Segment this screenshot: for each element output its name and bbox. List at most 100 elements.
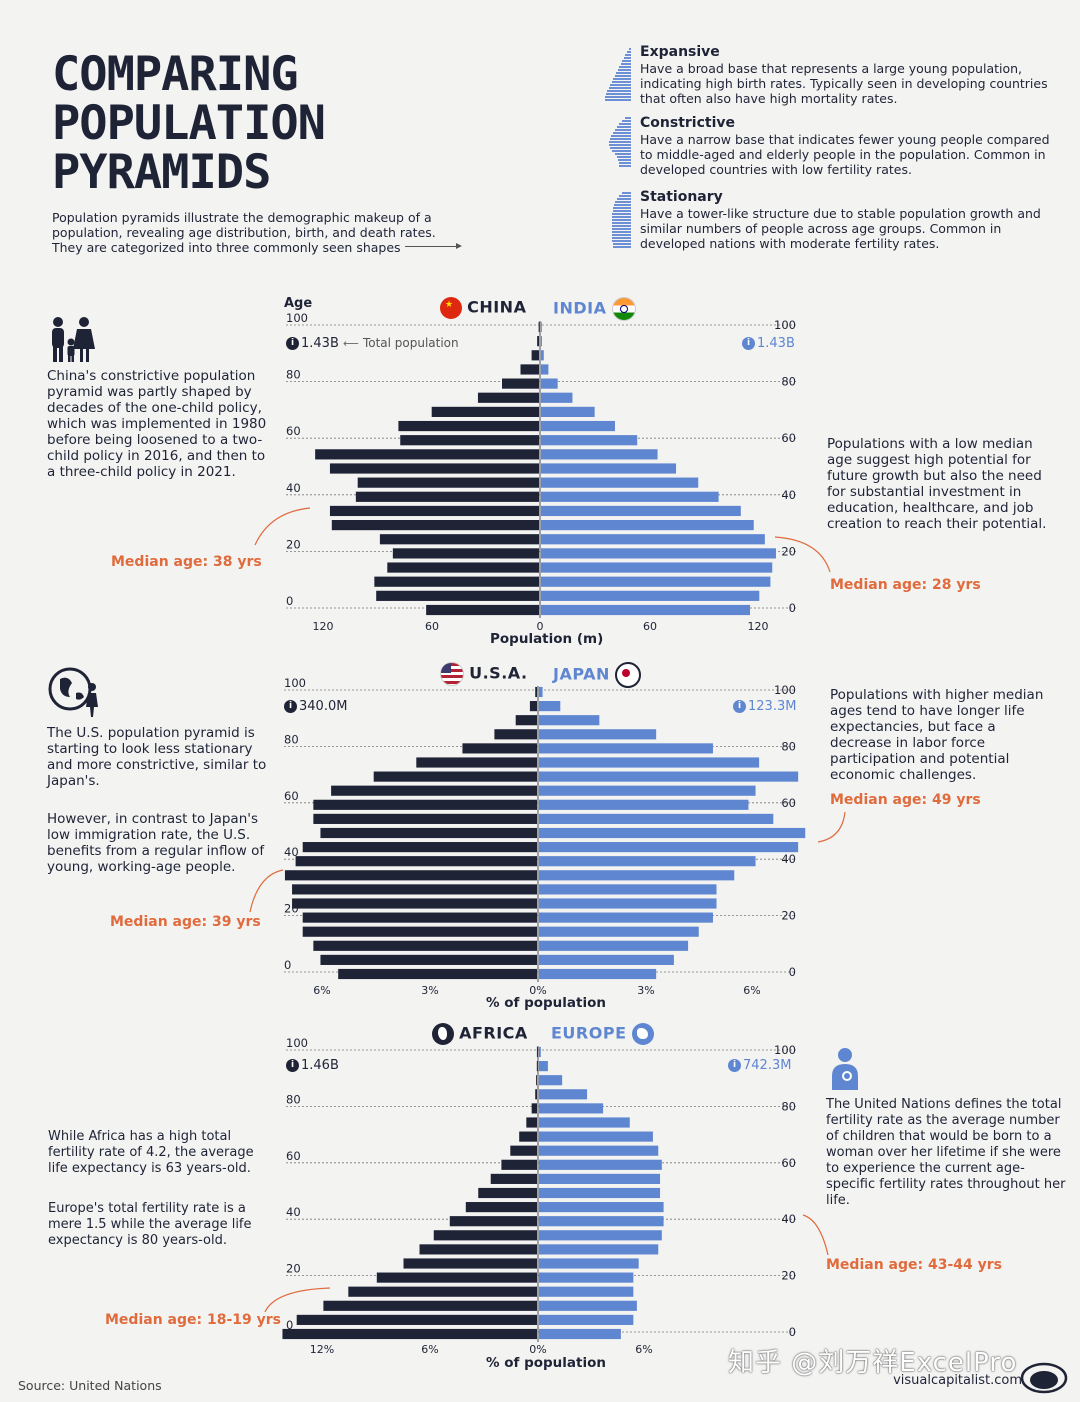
bar-japan-20-24 (539, 912, 713, 923)
bar-china-10-14 (374, 576, 539, 587)
age-tick-right: 0 (789, 1325, 796, 1339)
icon-bar (629, 48, 631, 50)
icon-bar (622, 60, 631, 62)
title-line-3: PYRAMIDS (52, 145, 271, 200)
bar-japan-60-64 (539, 799, 749, 810)
bar-china-90-94 (531, 350, 539, 361)
bar-africa-80-84 (531, 1103, 537, 1114)
bar-usa-5-9 (320, 954, 537, 965)
bar-africa-5-9 (296, 1314, 537, 1325)
bar-usa-40-44 (295, 856, 537, 867)
bar-china-65-69 (398, 420, 539, 432)
bar-japan-55-59 (539, 813, 774, 824)
icon-bar (613, 132, 631, 134)
icon-bar (615, 153, 631, 155)
icon-bar (627, 51, 631, 53)
usa-header: U.S.A. (440, 662, 528, 686)
x-axis-label-2: % of population (486, 995, 606, 1011)
india-label: INDIA (553, 298, 607, 318)
bar-usa-10-14 (313, 940, 537, 951)
stationary-pyramid-icon (605, 192, 631, 249)
icon-bar (607, 90, 631, 92)
bar-china-25-29 (379, 534, 539, 545)
bar-africa-100+ (536, 1046, 538, 1058)
age-tick-right: 40 (781, 488, 796, 502)
icon-bar (612, 237, 631, 239)
japan-total: i 123.3M (733, 699, 796, 714)
age-tick-left: 40 (286, 1205, 301, 1219)
bar-india-10-14 (541, 576, 771, 587)
intro-arrow-icon (405, 243, 462, 249)
bar-africa-65-69 (510, 1145, 537, 1156)
age-tick-right: 40 (781, 852, 796, 866)
bar-japan-65-69 (539, 785, 756, 796)
icon-bar (619, 165, 631, 167)
type-expansive-name: Expansive (640, 44, 720, 60)
bar-china-40-44 (355, 491, 539, 502)
age-tick-right: 60 (781, 1156, 796, 1170)
bar-japan-95-99 (539, 701, 561, 712)
bar-india-35-39 (541, 505, 741, 517)
bar-africa-85-89 (535, 1089, 537, 1100)
bar-china-45-49 (357, 477, 539, 488)
bar-usa-20-24 (302, 912, 537, 923)
japan-note: Populations with higher median ages tend… (830, 687, 1044, 783)
bar-usa-80-84 (462, 743, 537, 754)
india-note: Populations with a low median age sugges… (827, 436, 1047, 532)
icon-bar (615, 201, 631, 203)
china-median-age: Median age: 38 yrs (111, 554, 262, 570)
icon-bar (612, 225, 631, 227)
person-icon: i (728, 1059, 741, 1072)
age-tick-right: 0 (789, 601, 796, 615)
bar-india-50-54 (541, 463, 677, 474)
icon-bar (612, 228, 631, 230)
age-tick-right: 100 (774, 1043, 796, 1057)
age-tick-left: 80 (286, 1092, 301, 1106)
india-total-value: 1.43B (757, 336, 795, 351)
type-stationary-name: Stationary (640, 189, 723, 205)
icon-bar (605, 96, 631, 98)
bar-usa-15-19 (302, 926, 537, 937)
person-icon: i (733, 700, 746, 713)
bar-usa-100+ (535, 686, 537, 698)
icon-bar (612, 150, 631, 152)
x-tick-label: 6% (743, 984, 760, 997)
bar-europe-30-34 (539, 1244, 659, 1255)
bar-usa-0-4 (338, 968, 537, 980)
icon-bar (612, 222, 631, 224)
japan-median-arrow (817, 811, 846, 843)
icon-bar (624, 57, 631, 59)
brand-link[interactable]: visualcapitalist.com (893, 1373, 1022, 1388)
icon-bar (612, 219, 631, 221)
x-tick-label: 12% (310, 1343, 334, 1356)
africa-note: While Africa has a high total fertility … (48, 1129, 254, 1176)
bar-usa-55-59 (313, 813, 537, 824)
bar-india-20-24 (541, 548, 776, 559)
bar-usa-90-94 (515, 715, 537, 726)
china-note: China's constrictive population pyramid … (47, 368, 267, 480)
bar-usa-35-39 (284, 870, 537, 881)
bar-india-5-9 (541, 590, 760, 601)
bar-india-60-64 (541, 435, 638, 446)
fertility-definition: The United Nations defines the total fer… (826, 1097, 1066, 1208)
age-tick-left: 100 (284, 676, 306, 690)
icon-bar (613, 207, 631, 209)
icon-bar (619, 162, 631, 164)
bar-europe-95-99 (539, 1061, 548, 1072)
japan-flag-icon (614, 662, 641, 688)
age-tick-right: 20 (781, 544, 796, 558)
europe-label: EUROPE (551, 1023, 627, 1043)
bar-usa-25-29 (292, 898, 537, 909)
bar-europe-65-69 (539, 1145, 659, 1156)
age-tick-left: 80 (286, 368, 301, 382)
type-constrictive-text: Have a narrow base that indicates fewer … (640, 132, 1050, 177)
person-icon: i (286, 1059, 299, 1072)
type-constrictive: Constrictive Have a narrow base that ind… (640, 116, 1050, 178)
icon-bar (625, 117, 631, 119)
age-tick-right: 80 (781, 1099, 796, 1113)
bar-india-85-89 (541, 364, 549, 375)
age-axis-title: Age (284, 296, 313, 311)
china-label: CHINA (467, 297, 527, 317)
bar-europe-20-24 (539, 1272, 634, 1283)
bar-africa-40-44 (449, 1216, 537, 1227)
